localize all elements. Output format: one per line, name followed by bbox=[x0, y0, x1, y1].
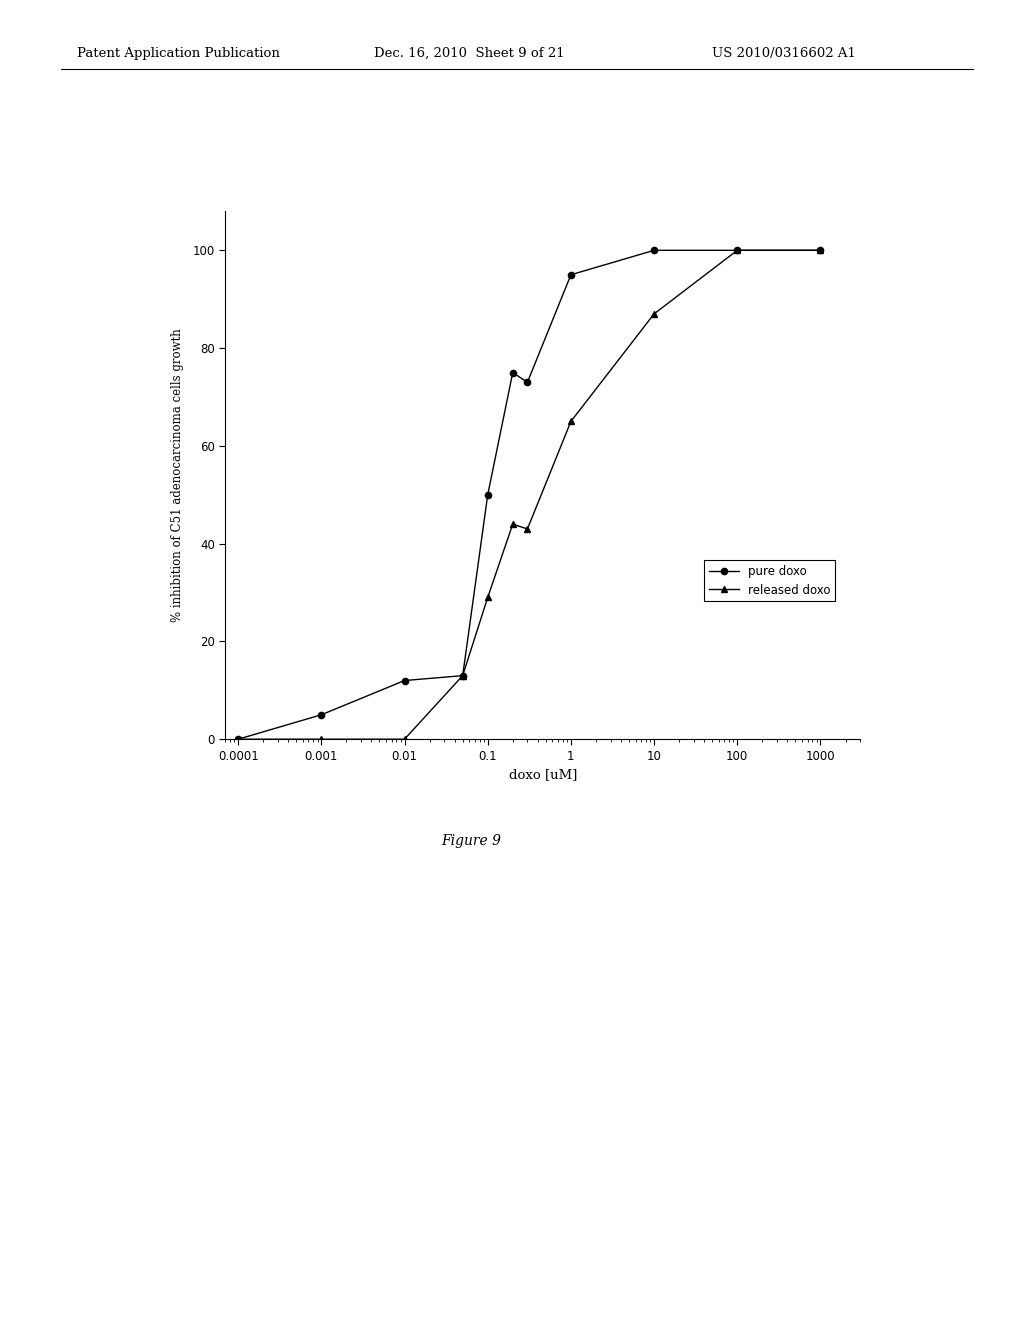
released doxo bbox=[457, 668, 469, 684]
pure doxo bbox=[521, 375, 534, 391]
released doxo bbox=[507, 516, 519, 532]
released doxo bbox=[481, 590, 494, 606]
Text: US 2010/0316602 A1: US 2010/0316602 A1 bbox=[712, 46, 856, 59]
X-axis label: doxo [uM]: doxo [uM] bbox=[509, 768, 577, 781]
released doxo bbox=[398, 731, 411, 747]
Line: pure doxo: pure doxo bbox=[236, 247, 823, 742]
pure doxo bbox=[507, 364, 519, 380]
pure doxo bbox=[457, 668, 469, 684]
released doxo bbox=[521, 521, 534, 537]
Text: Dec. 16, 2010  Sheet 9 of 21: Dec. 16, 2010 Sheet 9 of 21 bbox=[374, 46, 564, 59]
Text: Figure 9: Figure 9 bbox=[441, 834, 501, 847]
released doxo bbox=[565, 413, 578, 429]
pure doxo bbox=[814, 243, 826, 259]
Legend: pure doxo, released doxo: pure doxo, released doxo bbox=[705, 560, 836, 602]
released doxo bbox=[315, 731, 328, 747]
released doxo bbox=[232, 731, 245, 747]
pure doxo bbox=[481, 487, 494, 503]
pure doxo bbox=[565, 267, 578, 282]
pure doxo bbox=[731, 243, 743, 259]
Text: Patent Application Publication: Patent Application Publication bbox=[77, 46, 280, 59]
pure doxo bbox=[398, 673, 411, 689]
released doxo bbox=[814, 243, 826, 259]
released doxo bbox=[731, 243, 743, 259]
Y-axis label: % inhibition of C51 adenocarcinoma cells growth: % inhibition of C51 adenocarcinoma cells… bbox=[171, 329, 184, 622]
pure doxo bbox=[648, 243, 660, 259]
pure doxo bbox=[315, 706, 328, 722]
Line: released doxo: released doxo bbox=[234, 247, 824, 743]
pure doxo bbox=[232, 731, 245, 747]
released doxo bbox=[648, 306, 660, 322]
